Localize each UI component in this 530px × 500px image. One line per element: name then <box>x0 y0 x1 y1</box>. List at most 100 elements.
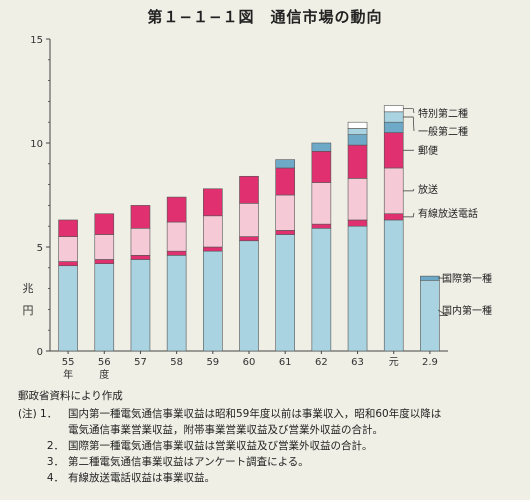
y-axis-label: 円 <box>23 304 34 317</box>
bar-segment <box>239 240 259 352</box>
bar-segment <box>347 121 368 129</box>
x-tick-label: 55 <box>62 357 75 368</box>
note-number: 3． <box>46 456 64 468</box>
bar-segment <box>275 230 295 235</box>
bar-segment <box>130 255 151 260</box>
legend-leader-line <box>403 108 415 114</box>
bar-segment <box>94 259 115 264</box>
y-tick-label: 10 <box>30 139 43 150</box>
bar-segment <box>383 111 404 123</box>
y-axis-label: 兆 <box>23 282 34 295</box>
note-item: 4． 有線放送電話収益は事業収益。 <box>18 470 523 486</box>
bar-segment <box>166 221 187 252</box>
bar-segment <box>383 167 404 215</box>
note-text: 有線放送電話収益は事業収益。 <box>68 472 215 484</box>
legend-leader-line <box>403 188 415 192</box>
legend-label: 国際第一種 <box>442 272 492 285</box>
note-item: (注) 1． 国内第一種電気通信事業収益は昭和59年度以前は事業収入，昭和60年度… <box>18 406 523 422</box>
x-tick-label: 元 <box>389 357 399 368</box>
page-title: 第１−１−１図 通信市場の動向 <box>147 8 383 26</box>
note-text: 国内第一種電気通信事業収益は昭和59年度以前は事業収入，昭和60年度以降は <box>68 408 442 420</box>
bar-segment <box>203 215 223 248</box>
chart-bars <box>58 105 440 352</box>
bar-segment <box>311 142 332 152</box>
bar-segment <box>420 275 440 281</box>
bar-segment <box>203 246 223 252</box>
x-tick-label: 56 <box>98 357 111 368</box>
note-list: (注) 1． 国内第一種電気通信事業収益は昭和59年度以前は事業収入，昭和60年度… <box>18 406 523 486</box>
bar-segment <box>383 219 404 352</box>
legend-leader-line <box>403 212 415 218</box>
bar-segment <box>203 250 223 352</box>
bar-segment <box>311 182 332 225</box>
x-axis-sub-label: 度 <box>99 368 109 381</box>
bar-segment <box>130 259 151 352</box>
x-tick-label: 60 <box>243 357 256 368</box>
legend-leader-line <box>437 309 449 316</box>
x-tick-label: 59 <box>206 357 219 368</box>
bar-segment <box>58 219 78 237</box>
bar-segment <box>383 213 404 221</box>
bar-segment <box>130 227 151 256</box>
legend-leader-line <box>403 116 415 132</box>
legend-label: 国内第一種 <box>442 304 492 317</box>
notes: 郵政省資料により作成 (注) 1． 国内第一種電気通信事業収益は昭和59年度以前は… <box>18 388 523 486</box>
bar-segment <box>58 261 78 267</box>
x-tick-label: 2.9 <box>422 357 438 368</box>
bar-segment <box>239 175 259 204</box>
note-text: 第二種電気通信事業収益はアンケート調査による。 <box>68 456 309 468</box>
legend-label: 特別第二種 <box>418 107 468 120</box>
bar-segment <box>239 236 259 242</box>
bar-segment <box>203 188 223 217</box>
bar-segment <box>166 250 187 256</box>
bar-segment <box>420 279 440 352</box>
x-tick-label: 57 <box>134 357 147 368</box>
y-tick-label: 15 <box>30 35 43 46</box>
bar-segment <box>275 159 295 169</box>
legend-label: 放送 <box>418 183 438 196</box>
legend-label: 郵便 <box>418 144 438 157</box>
note-number: 4． <box>46 472 64 484</box>
bar-segment <box>275 194 295 231</box>
legend-label: 有線放送電話 <box>418 207 478 220</box>
legend-label: 一般第二種 <box>418 125 468 138</box>
note-text: 電気通信事業営業収益，附帯事業営業収益及び営業外収益の合計。 <box>68 424 383 436</box>
note-item: 2． 国際第一種電気通信事業収益は営業収益及び営業外収益の合計。 <box>18 438 523 454</box>
bar-segment <box>275 167 295 196</box>
bar-segment <box>311 151 332 183</box>
y-tick-label: 0 <box>37 347 43 358</box>
note-text: 国際第一種電気通信事業収益は営業収益及び営業外収益の合計。 <box>68 440 373 452</box>
bar-segment <box>347 128 368 135</box>
x-tick-label: 62 <box>315 357 328 368</box>
bar-segment <box>275 234 295 352</box>
bar-segment <box>311 227 332 352</box>
bar-segment <box>347 178 368 221</box>
bar-segment <box>166 196 187 223</box>
note-number: 2． <box>46 440 64 452</box>
bar-segment <box>166 255 187 352</box>
x-tick-label: 61 <box>279 357 292 368</box>
x-tick-label: 58 <box>170 357 183 368</box>
bar-segment <box>58 265 78 352</box>
source-note: 郵政省資料により作成 <box>18 390 123 402</box>
x-axis-sub-label: 年 <box>63 368 73 381</box>
bar-segment <box>347 219 368 227</box>
bar-segment <box>383 132 404 169</box>
bar-segment <box>311 223 332 229</box>
bar-segment <box>130 205 151 229</box>
bar-segment <box>58 236 78 262</box>
chart-axes: 0 5 10 15 兆円 55 56 57 58 59 60 61 62 63 元 2.9 年 度 <box>23 35 448 381</box>
x-tick-label: 63 <box>351 357 364 368</box>
note-number: (注) 1． <box>18 408 58 420</box>
bar-segment <box>383 105 404 113</box>
bar-segment <box>94 234 115 260</box>
stacked-bar-chart: 0 5 10 15 兆円 55 56 57 58 59 60 61 62 63 元 2.9 年 度 特別第二種一般… <box>23 35 493 381</box>
bar-segment <box>347 225 368 352</box>
bar-segment <box>347 144 368 179</box>
note-item: 3． 第二種電気通信事業収益はアンケート調査による。 <box>18 454 523 470</box>
bar-segment <box>347 134 368 146</box>
bar-segment <box>383 121 404 133</box>
bar-segment <box>94 263 115 352</box>
y-tick-label: 5 <box>37 243 43 254</box>
